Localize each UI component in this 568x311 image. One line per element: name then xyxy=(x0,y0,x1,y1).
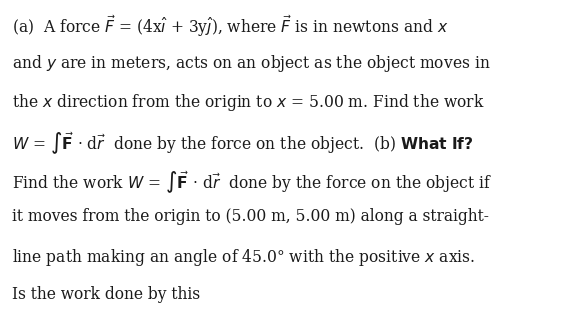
Text: line path making an angle of 45.0° with the positive $x$ axis.: line path making an angle of 45.0° with … xyxy=(12,247,476,268)
Text: it moves from the origin to (5.00 m, 5.00 m) along a straight-: it moves from the origin to (5.00 m, 5.0… xyxy=(12,208,490,225)
Text: Is the work done by this: Is the work done by this xyxy=(12,286,201,303)
Text: Find the work $W$ = $\int$$\vec{\mathbf{F}}$ $\cdot$ d$\vec{r}$  done by the for: Find the work $W$ = $\int$$\vec{\mathbf{… xyxy=(12,169,492,195)
Text: (a)  A force $\vec{F}$ = (4x$\hat{\imath}$ + 3y$\hat{\jmath}$), where $\vec{F}$ : (a) A force $\vec{F}$ = (4x$\hat{\imath}… xyxy=(12,14,449,39)
Text: and $y$ are in meters, acts on an object as the object moves in: and $y$ are in meters, acts on an object… xyxy=(12,53,491,74)
Text: $W$ = $\int$$\vec{\mathbf{F}}$ $\cdot$ d$\vec{r}$  done by the force on the obje: $W$ = $\int$$\vec{\mathbf{F}}$ $\cdot$ d… xyxy=(12,131,474,156)
Text: the $x$ direction from the origin to $x$ = 5.00 m. Find the work: the $x$ direction from the origin to $x$… xyxy=(12,92,485,113)
